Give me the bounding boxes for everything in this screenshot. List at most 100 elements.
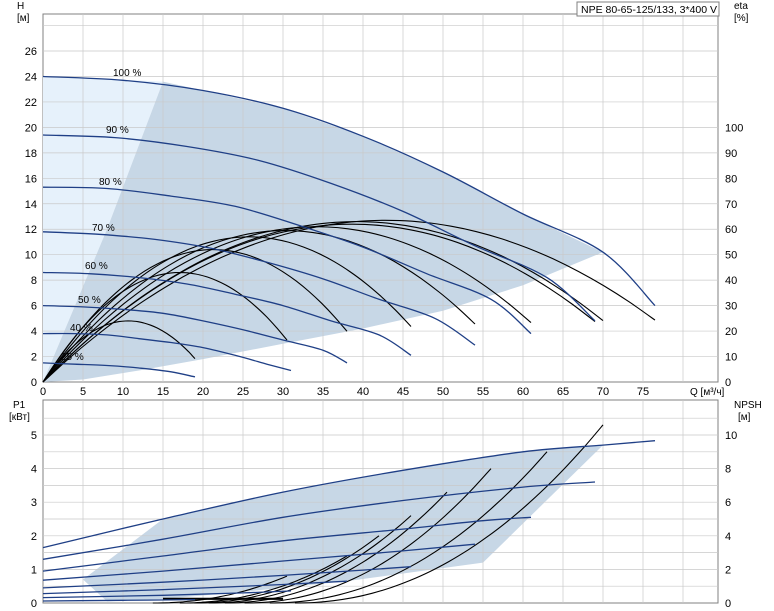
- speed-labels: 100 % 90 % 80 % 70 % 60 % 50 % 40 % 25 %: [61, 68, 141, 363]
- y-tick-label: 8: [31, 275, 37, 287]
- power-curve: [42, 440, 656, 549]
- x-tick-label: 65: [557, 386, 569, 398]
- y2-axis-unit: [%]: [734, 13, 749, 24]
- speed-label: 100 %: [113, 68, 141, 79]
- p1-tick-label: 0: [31, 598, 37, 610]
- y2-tick-label: 90: [725, 148, 737, 160]
- y2-tick-label: 100: [725, 122, 743, 134]
- npsh-tick-label: 8: [725, 464, 731, 476]
- head-curve: [42, 75, 656, 307]
- y2-tick-label: 60: [725, 224, 737, 236]
- power-curve: [42, 481, 596, 560]
- top-axis-ticks: 0 5 10 15 20 25 30 35 40 45 50 55 60 65 70 750246810121…: [25, 46, 744, 398]
- x-tick-label: 25: [237, 386, 249, 398]
- x-axis-label: Q [м³/ч]: [690, 387, 725, 398]
- power-curve: [42, 543, 476, 581]
- x-tick-label: 0: [40, 386, 46, 398]
- x-tick-label: 30: [277, 386, 289, 398]
- head-curve: [42, 231, 476, 346]
- y-tick-label: 24: [25, 71, 37, 83]
- speed-label: 40 %: [70, 323, 93, 334]
- head-curves: [42, 75, 656, 378]
- efficiency-curve: [42, 229, 476, 383]
- power-curve: [42, 590, 292, 599]
- top-panel: 100 % 90 % 80 % 70 % 60 % 50 % 40 % 25 % 0 5 10 15…: [17, 1, 749, 398]
- y-tick-label: 12: [25, 224, 37, 236]
- npsh-tick-label: 4: [725, 531, 731, 543]
- y2-axis-label: eta: [734, 1, 748, 12]
- npsh-tick-label: 0: [725, 598, 731, 610]
- p1-tick-label: 2: [31, 531, 37, 543]
- x-tick-label: 45: [397, 386, 409, 398]
- chart-title: NPE 80-65-125/133, 3*400 V: [581, 4, 717, 16]
- npsh-tick-label: 6: [725, 497, 731, 509]
- power-curve: [42, 598, 196, 602]
- power-curve: [42, 566, 412, 589]
- p1-tick-label: 4: [31, 464, 37, 476]
- y2-tick-label: 40: [725, 275, 737, 287]
- y2-tick-label: 10: [725, 352, 737, 364]
- head-curve: [42, 186, 532, 335]
- x-tick-label: 60: [517, 386, 529, 398]
- p1-tick-label: 3: [31, 497, 37, 509]
- power-curve: [42, 580, 348, 595]
- x-tick-label: 5: [80, 386, 86, 398]
- power-curve: [42, 516, 532, 572]
- y-tick-label: 2: [31, 352, 37, 364]
- y-tick-label: 10: [25, 250, 37, 262]
- npsh-curve: [194, 535, 380, 604]
- y-tick-label: 22: [25, 97, 37, 109]
- x-tick-label: 15: [157, 386, 169, 398]
- x-tick-label: 70: [597, 386, 609, 398]
- y-tick-label: 14: [25, 199, 37, 211]
- top-grid: [43, 14, 718, 382]
- efficiency-curve: [42, 226, 532, 383]
- y-tick-label: 18: [25, 148, 37, 160]
- bottom-grid: [43, 400, 718, 603]
- title-box: [576, 1, 720, 17]
- head-curve: [42, 134, 596, 322]
- y2-tick-label: 50: [725, 250, 737, 262]
- npsh-axis-label: NPSH: [734, 400, 762, 411]
- speed-label: 70 %: [92, 223, 115, 234]
- head-curve: [42, 362, 196, 378]
- head-curve: [42, 304, 348, 364]
- head-curve: [42, 271, 412, 356]
- y2-tick-label: 30: [725, 301, 737, 313]
- y-tick-label: 0: [31, 377, 37, 389]
- bottom-axis-ticks: 0 1 2 3 4 5 0 2 4 6 8 10: [31, 430, 737, 610]
- x-tick-label: 50: [437, 386, 449, 398]
- speed-label: 90 %: [106, 125, 129, 136]
- power-area: [83, 445, 603, 602]
- speed-label: 80 %: [99, 177, 122, 188]
- y2-tick-label: 70: [725, 199, 737, 211]
- p1-axis-unit: [кВт]: [9, 412, 30, 423]
- y-axis-unit: [м]: [17, 13, 30, 24]
- efficiency-curve: [42, 320, 196, 383]
- npsh-axis-unit: [м]: [738, 412, 751, 423]
- y2-tick-label: 80: [725, 173, 737, 185]
- y-axis-label: H: [17, 1, 24, 12]
- x-tick-label: 10: [117, 386, 129, 398]
- y-tick-label: 6: [31, 301, 37, 313]
- p1-tick-label: 1: [31, 564, 37, 576]
- npsh-tick-label: 2: [725, 564, 731, 576]
- y-tick-label: 20: [25, 122, 37, 134]
- speed-label: 50 %: [78, 295, 101, 306]
- y2-tick-label: 0: [725, 377, 731, 389]
- y-tick-label: 16: [25, 173, 37, 185]
- x-tick-label: 20: [197, 386, 209, 398]
- npsh-tick-label: 10: [725, 430, 737, 442]
- speed-label: 60 %: [85, 261, 108, 272]
- y-tick-label: 4: [31, 326, 37, 338]
- x-tick-label: 75: [637, 386, 649, 398]
- head-curve: [42, 332, 292, 372]
- npsh-curve: [269, 451, 548, 604]
- p1-tick-label: 5: [31, 430, 37, 442]
- x-tick-label: 40: [357, 386, 369, 398]
- x-tick-label: 35: [317, 386, 329, 398]
- speed-label: 25 %: [61, 352, 84, 363]
- efficiency-curve: [42, 219, 656, 383]
- x-tick-label: 55: [477, 386, 489, 398]
